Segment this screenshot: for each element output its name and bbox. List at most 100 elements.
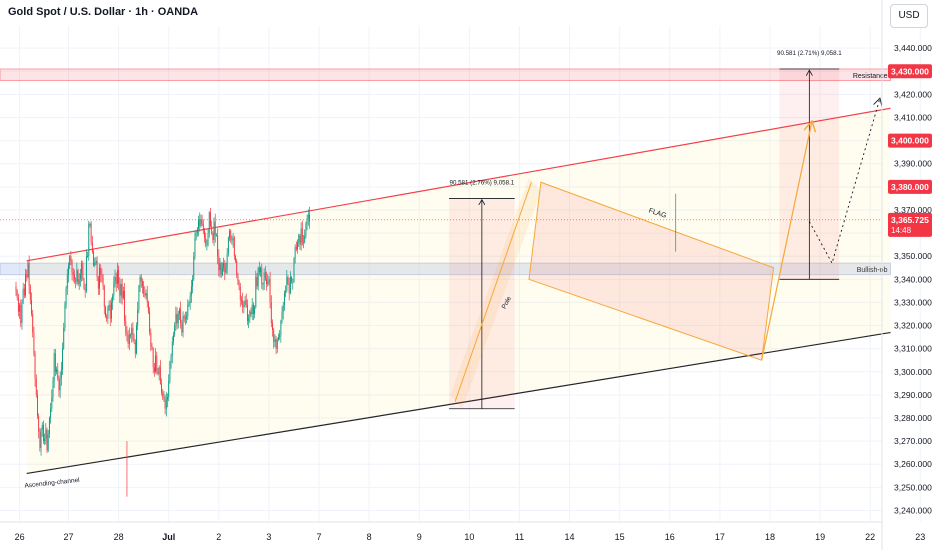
candle-body [262,283,264,285]
candle-body [223,263,225,268]
candle-body [202,223,204,231]
candle-body [195,233,197,238]
candle-body [54,353,56,372]
candle-body [280,320,282,335]
candle-body [239,286,241,301]
candle-body [74,274,75,280]
candle-body [87,256,89,257]
candle-body [208,212,210,234]
candle-body [301,228,303,243]
candle-body [72,272,74,275]
candle-body [51,397,53,409]
candle-body [270,302,272,324]
candle-body [243,304,245,308]
candle-body [63,327,65,349]
candle-body [158,367,160,375]
candle-body [163,397,165,398]
candle-body [52,381,54,398]
candle-body [83,279,85,289]
candle-body [267,281,269,284]
candle-body [307,214,309,220]
x-tick-label: 11 [515,532,524,542]
candle-body [269,279,271,303]
candle-body [217,235,219,257]
candle-body [64,304,66,328]
candle-body [107,307,109,319]
candle-body [124,290,126,321]
candle-body [35,378,37,395]
candle-body [22,288,24,303]
candle-body [75,279,77,282]
pole-line [454,182,532,402]
candle-body [176,313,178,324]
candle-body [221,267,223,275]
candle-body [170,355,172,363]
candle-body [76,270,78,282]
candle-body [231,240,233,241]
lower-channel-line [26,331,891,475]
candle-body [162,392,164,398]
candle-body [242,300,244,308]
candle-body [23,288,25,296]
candle-body [34,353,36,379]
price-tag-label: 3,380.000 [891,182,929,192]
candle-body [90,223,92,243]
candle-body [143,286,145,294]
currency-button[interactable]: USD [890,4,928,28]
candle-body [97,277,99,289]
candle-body [38,415,40,432]
candle-body [137,309,139,326]
candle-body [57,369,59,379]
candle-body [157,371,159,375]
candle-body [53,353,55,382]
candle-body [168,381,170,398]
candle-body [41,424,43,430]
candle-body [291,277,293,282]
candle-body [257,267,259,287]
candle-body [258,267,260,273]
y-tick-label: 3,270.000 [894,436,932,446]
candle-body [235,256,236,261]
candle-body [220,263,222,275]
candle-body [116,270,118,284]
pole-fill [450,177,541,409]
chart-title: Gold Spot / U.S. Dollar · 1h · OANDA [8,6,199,18]
x-tick-label: 15 [615,532,625,542]
x-tick-label: 26 [15,532,25,542]
candle-body [21,302,23,324]
candle-body [287,277,289,284]
candle-body [292,281,294,283]
candle-body [78,279,80,284]
candle-body [218,256,220,271]
candle-body [300,228,302,245]
resistance-zone [0,68,891,82]
candle-body [213,221,215,241]
candle-body [288,283,290,294]
candle-body [210,212,211,227]
x-tick-label: 22 [865,532,875,542]
x-tick-label: 17 [715,532,725,542]
candle-body [249,311,251,319]
candle-body [266,279,267,284]
candle-body [164,397,166,409]
y-tick-label: 3,410.000 [894,113,932,123]
candle-body [145,293,147,296]
candle-body [60,369,62,379]
candle-body [229,230,230,238]
candle-body [274,339,276,342]
candle-body [147,302,149,312]
candle-body [79,274,81,280]
candle-body [227,237,229,254]
candle-body [211,226,213,234]
candle-body [245,300,247,305]
resistance-label: Resistance [853,73,888,80]
candle-body [47,434,49,451]
candle-body [236,260,238,275]
candle-body [237,274,239,282]
candle-body [283,293,285,305]
candle-body [183,316,185,319]
upper-channel-line [26,107,891,262]
candle-body [278,337,279,340]
y-tick-label: 3,320.000 [894,321,932,331]
